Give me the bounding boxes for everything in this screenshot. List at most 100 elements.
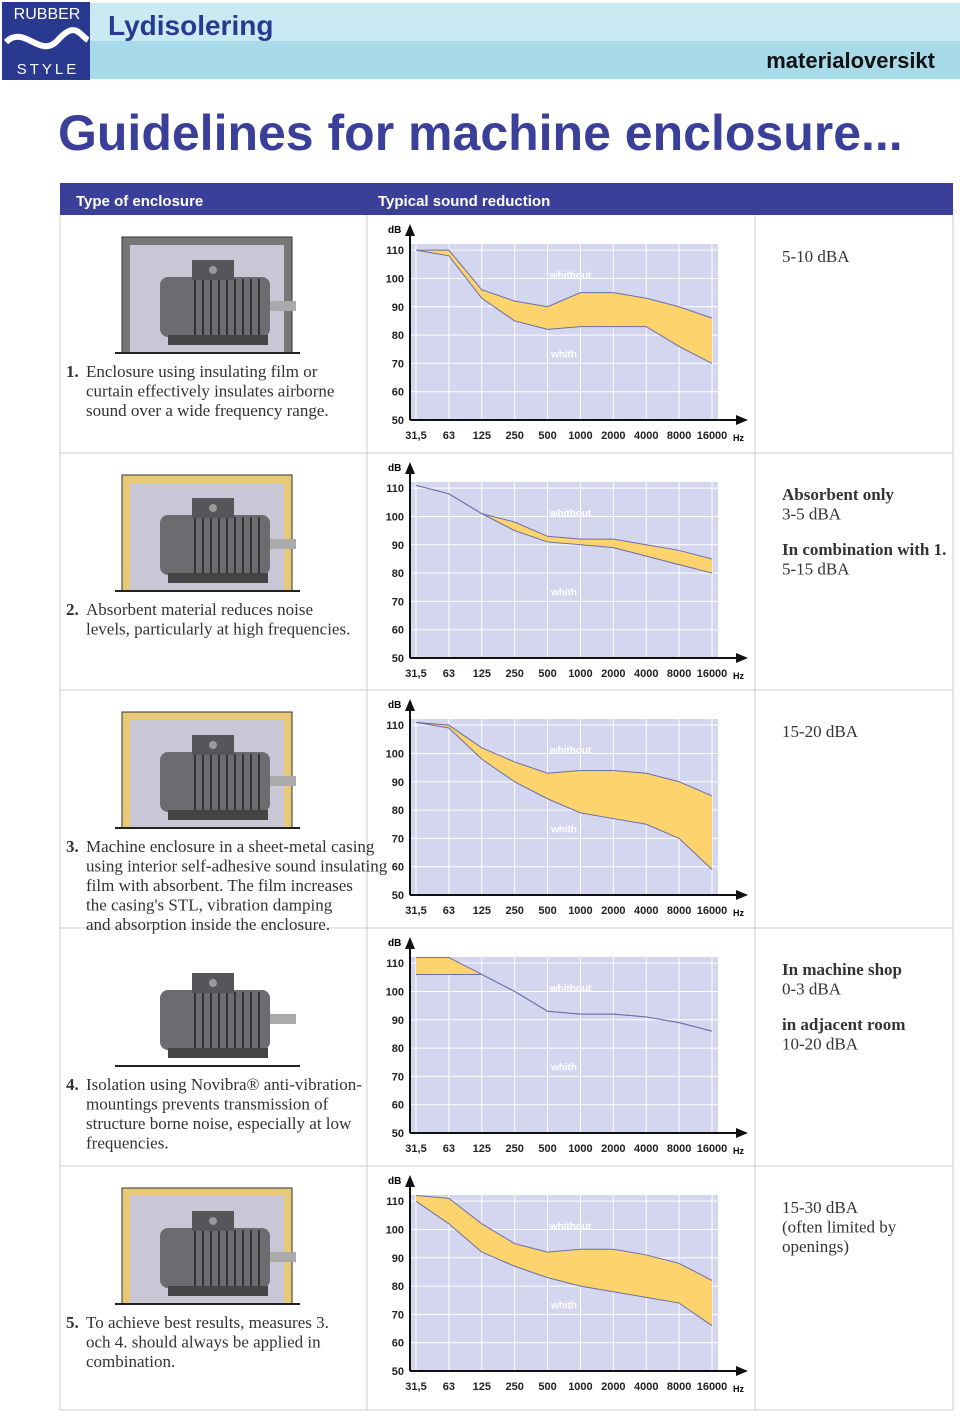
x-tick-label: 2000 (601, 905, 625, 917)
x-arrow (736, 1128, 748, 1138)
row-number: 1. (66, 362, 79, 381)
x-tick-label: 250 (505, 905, 523, 917)
motor-illustration (160, 1211, 296, 1296)
reduction-note: Absorbent only (782, 485, 894, 504)
description: levels, particularly at high frequencies… (86, 620, 350, 639)
x-tick-label: 31,5 (405, 430, 426, 442)
x-tick-label: 125 (473, 1143, 491, 1155)
y-tick-label: 80 (392, 805, 404, 817)
series-line (415, 721, 713, 797)
plot-background (410, 957, 718, 1133)
reduction-note: in adjacent room (782, 1015, 905, 1034)
x-unit: Hz (733, 1146, 744, 1156)
y-tick-label: 110 (386, 1196, 404, 1208)
row-number: 3. (66, 837, 79, 856)
motor-part (209, 504, 217, 512)
series-line (415, 721, 713, 870)
logo (2, 2, 90, 80)
description: Machine enclosure in a sheet-metal casin… (86, 837, 375, 856)
motor-illustration (160, 260, 296, 345)
y-label: dB (388, 225, 401, 236)
y-tick-label: 110 (386, 245, 404, 257)
x-tick-label: 4000 (634, 905, 658, 917)
description: Absorbent material reduces noise (86, 600, 313, 619)
reduction-area (416, 1195, 712, 1326)
y-tick-label: 100 (386, 273, 404, 285)
y-tick-label: 90 (392, 777, 404, 789)
logo-bottom: STYLE (17, 61, 80, 78)
motor-part (209, 741, 217, 749)
y-tick-label: 110 (386, 958, 404, 970)
plot-background (410, 482, 718, 658)
motor-part (160, 277, 270, 337)
motor-part (168, 335, 268, 345)
y-tick-label: 50 (392, 653, 404, 665)
motor-part (168, 573, 268, 583)
y-tick-label: 90 (392, 540, 404, 552)
x-tick-label: 16000 (697, 905, 728, 917)
y-tick-label: 80 (392, 1043, 404, 1055)
reduction-area (416, 722, 712, 870)
reduction-note: 15-20 dBA (782, 722, 859, 741)
series-label: whithout (549, 270, 592, 281)
y-tick-label: 70 (392, 1071, 404, 1083)
x-tick-label: 125 (473, 668, 491, 680)
x-tick-label: 250 (505, 1143, 523, 1155)
description: combination. (86, 1352, 175, 1371)
reduction-note: In machine shop (782, 960, 902, 979)
x-tick-label: 500 (538, 1381, 556, 1393)
x-tick-label: 31,5 (405, 668, 426, 680)
motor-part (209, 1217, 217, 1225)
motor-part (168, 1286, 268, 1296)
x-unit: Hz (733, 671, 744, 681)
y-arrow (405, 937, 415, 949)
description: film with absorbent. The film increases (86, 876, 353, 895)
reduction-note: (often limited by (782, 1218, 897, 1237)
y-arrow (405, 224, 415, 236)
x-tick-label: 31,5 (405, 1381, 426, 1393)
row-number: 2. (66, 600, 79, 619)
x-tick-label: 4000 (634, 1143, 658, 1155)
column-header: Type of enclosure (76, 193, 203, 210)
series-label: whith (550, 1301, 577, 1312)
x-arrow (736, 653, 748, 663)
motor-part (270, 539, 296, 549)
y-tick-label: 90 (392, 1015, 404, 1027)
reduction-note: 3-5 dBA (782, 505, 842, 524)
series-label: whithout (549, 745, 592, 756)
motor-part (209, 979, 217, 987)
x-tick-label: 2000 (601, 1381, 625, 1393)
y-tick-label: 50 (392, 890, 404, 902)
y-tick-label: 70 (392, 358, 404, 370)
x-tick-label: 8000 (667, 668, 691, 680)
motor-part (209, 266, 217, 274)
series-line (416, 249, 713, 319)
reduction-area (416, 957, 712, 1032)
row-number: 4. (66, 1075, 79, 1094)
x-tick-label: 125 (473, 1381, 491, 1393)
x-tick-label: 63 (443, 430, 455, 442)
x-tick-label: 2000 (601, 668, 625, 680)
column-header: Typical sound reduction (378, 193, 550, 210)
motor-part (168, 1048, 268, 1058)
motor-illustration (160, 498, 296, 583)
x-tick-label: 16000 (697, 668, 728, 680)
page-title: Guidelines for machine enclosure... (58, 105, 903, 161)
x-unit: Hz (733, 433, 744, 443)
motor-part (270, 1014, 296, 1024)
reduction-note: 10-20 dBA (782, 1035, 859, 1054)
x-unit: Hz (733, 908, 744, 918)
y-tick-label: 60 (392, 862, 404, 874)
y-tick-label: 60 (392, 1338, 404, 1350)
x-tick-label: 1000 (568, 668, 592, 680)
motor-part (160, 515, 270, 575)
x-arrow (736, 415, 748, 425)
y-tick-label: 50 (392, 415, 404, 427)
description: Enclosure using insulating film or (86, 362, 318, 381)
logo-wave (3, 27, 90, 50)
x-tick-label: 2000 (601, 1143, 625, 1155)
description: sound over a wide frequency range. (86, 401, 329, 420)
series-line (416, 973, 713, 1032)
